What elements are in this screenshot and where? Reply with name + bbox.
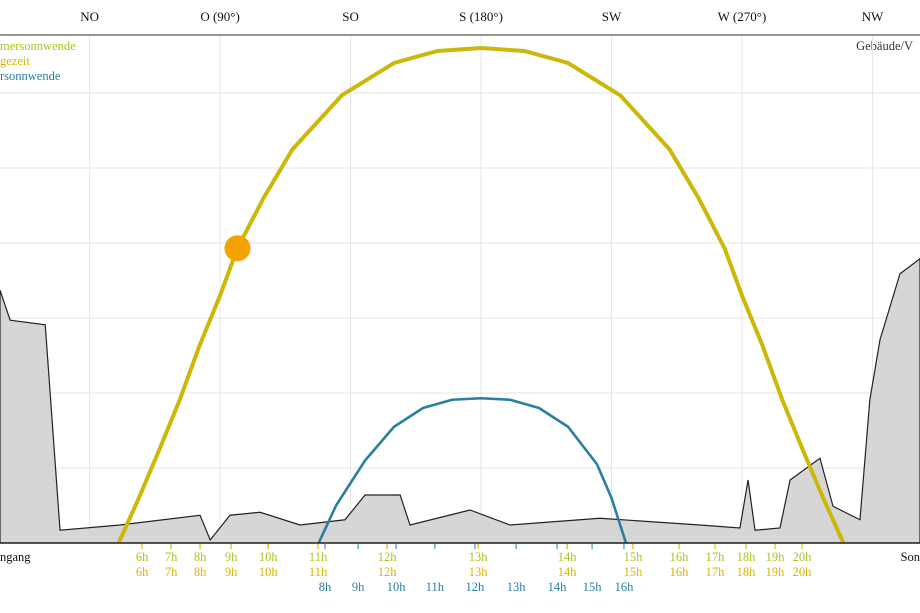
- hour-label: 16h: [615, 580, 635, 594]
- hour-label: 18h: [737, 565, 757, 579]
- hour-label: 7h: [165, 565, 178, 579]
- hour-label: 15h: [624, 565, 644, 579]
- hour-label: 6h: [136, 550, 149, 564]
- sun-path: [117, 46, 845, 544]
- legend-label: gezeit: [0, 54, 30, 68]
- hour-label: 16h: [670, 550, 690, 564]
- hour-label: 14h: [558, 565, 578, 579]
- x-tick-label: O (90°): [200, 9, 240, 24]
- hour-label: 14h: [558, 550, 578, 564]
- hour-label: 9h: [225, 565, 238, 579]
- x-tick-label: W (270°): [718, 9, 767, 24]
- hour-label: 8h: [319, 580, 332, 594]
- hour-label: 10h: [259, 550, 279, 564]
- hour-label: 18h: [737, 550, 757, 564]
- hour-label: 8h: [194, 565, 207, 579]
- legend-label: rsonnwende: [0, 69, 61, 83]
- top-right-label: Gebäude/V: [856, 39, 913, 53]
- legend-label: mersonnwende: [0, 39, 76, 53]
- hour-label: 12h: [378, 550, 398, 564]
- hour-label: 14h: [548, 580, 568, 594]
- corner-right: Son: [901, 550, 920, 564]
- x-tick-label: SW: [602, 9, 622, 24]
- hour-label: 13h: [507, 580, 527, 594]
- hour-label: 19h: [766, 565, 786, 579]
- horizon-area: [0, 258, 920, 544]
- hour-label: 15h: [583, 580, 603, 594]
- hour-label: 13h: [469, 550, 489, 564]
- hour-label: 9h: [352, 580, 365, 594]
- hour-label: 6h: [136, 565, 149, 579]
- hour-label: 16h: [670, 565, 690, 579]
- x-tick-label: NW: [862, 9, 884, 24]
- hour-label: 17h: [706, 565, 726, 579]
- hour-label: 12h: [378, 565, 398, 579]
- hour-label: 10h: [387, 580, 407, 594]
- hour-label: 10h: [259, 565, 279, 579]
- x-tick-label: NO: [80, 9, 99, 24]
- x-tick-label: S (180°): [459, 9, 503, 24]
- hour-label: 11h: [309, 565, 328, 579]
- sun-marker: [224, 235, 251, 262]
- hour-label: 7h: [165, 550, 178, 564]
- hour-label: 11h: [309, 550, 328, 564]
- corner-left: ngang: [0, 550, 31, 564]
- hour-label: 8h: [194, 550, 207, 564]
- hour-label: 15h: [624, 550, 644, 564]
- hour-label: 17h: [706, 550, 726, 564]
- x-tick-label: SO: [342, 9, 359, 24]
- hour-label: 9h: [225, 550, 238, 564]
- hour-label: 11h: [426, 580, 445, 594]
- hour-label: 20h: [793, 550, 813, 564]
- sun-path: [317, 396, 628, 544]
- hour-label: 12h: [466, 580, 486, 594]
- hour-label: 20h: [793, 565, 813, 579]
- hour-label: 13h: [469, 565, 489, 579]
- hour-label: 19h: [766, 550, 786, 564]
